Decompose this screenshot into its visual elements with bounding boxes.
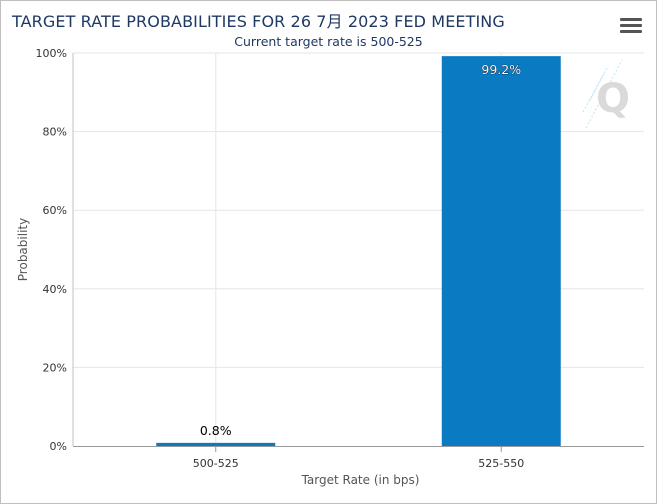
chart-subtitle: Current target rate is 500-525	[234, 34, 423, 49]
y-tick-label: 100%	[36, 47, 67, 60]
watermark-logo: Q	[582, 59, 630, 129]
bar-500-525[interactable]	[156, 442, 276, 446]
y-axis-title: Probability	[16, 218, 30, 281]
watermark-letter: Q	[596, 76, 630, 122]
y-tick-label: 40%	[43, 283, 67, 296]
bar-525-550[interactable]	[441, 56, 561, 446]
x-tick-label: 500-525	[193, 457, 239, 470]
menu-line	[620, 18, 642, 21]
y-tick-label: 0%	[50, 440, 67, 453]
data-label: 0.8%	[200, 423, 232, 438]
y-tick-label: 20%	[43, 361, 67, 374]
y-tick-label: 60%	[43, 204, 67, 217]
x-axis-title: Target Rate (in bps)	[301, 473, 420, 487]
x-tick-label: 525-550	[478, 457, 524, 470]
data-label: 99.2%	[481, 62, 521, 77]
chart-title: TARGET RATE PROBABILITIES FOR 26 7月 2023…	[12, 12, 505, 31]
menu-line	[620, 30, 642, 33]
hamburger-menu-icon[interactable]	[620, 18, 642, 36]
menu-line	[620, 24, 642, 27]
y-tick-label: 80%	[43, 126, 67, 139]
